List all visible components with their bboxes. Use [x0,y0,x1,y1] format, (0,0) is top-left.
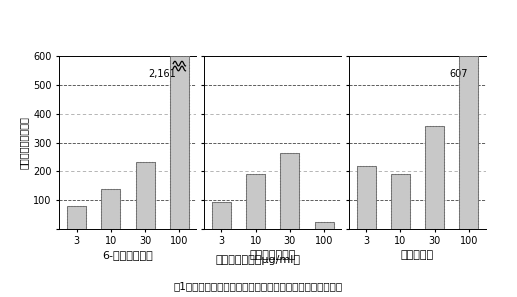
Text: 2,161: 2,161 [148,69,176,79]
Bar [425,126,444,229]
Bar [135,162,155,229]
Bar [280,154,299,229]
X-axis label: 6-ジンゲロール: 6-ジンゲロール [102,250,154,260]
Bar [460,56,478,229]
Bar [170,56,189,229]
Bar [101,189,120,229]
X-axis label: ショウガオール: ショウガオール [250,250,296,260]
Bar [425,126,444,229]
Bar [135,162,155,229]
Text: 図1　ショウガ成分による前駆脈肪細胞の脹肪細胞分化促進: 図1 ショウガ成分による前駆脈肪細胞の脹肪細胞分化促進 [174,282,343,292]
Bar [101,189,120,229]
Text: サンプル濃度（μg/ml）: サンプル濃度（μg/ml） [216,255,301,265]
Bar [67,206,86,229]
X-axis label: ジンゲロン: ジンゲロン [401,250,434,260]
Bar [212,202,231,229]
Bar [357,166,375,229]
Bar [280,154,299,229]
Bar [246,174,265,229]
Bar [170,56,189,229]
Bar [212,202,231,229]
Y-axis label: 分化（対照群の％）: 分化（対照群の％） [19,116,29,169]
Bar [315,222,333,229]
Text: 607: 607 [449,69,468,79]
Bar [357,166,375,229]
Bar [460,56,478,229]
Bar [391,173,410,229]
Bar [67,206,86,229]
Bar [315,222,333,229]
Bar [391,173,410,229]
Bar [246,174,265,229]
